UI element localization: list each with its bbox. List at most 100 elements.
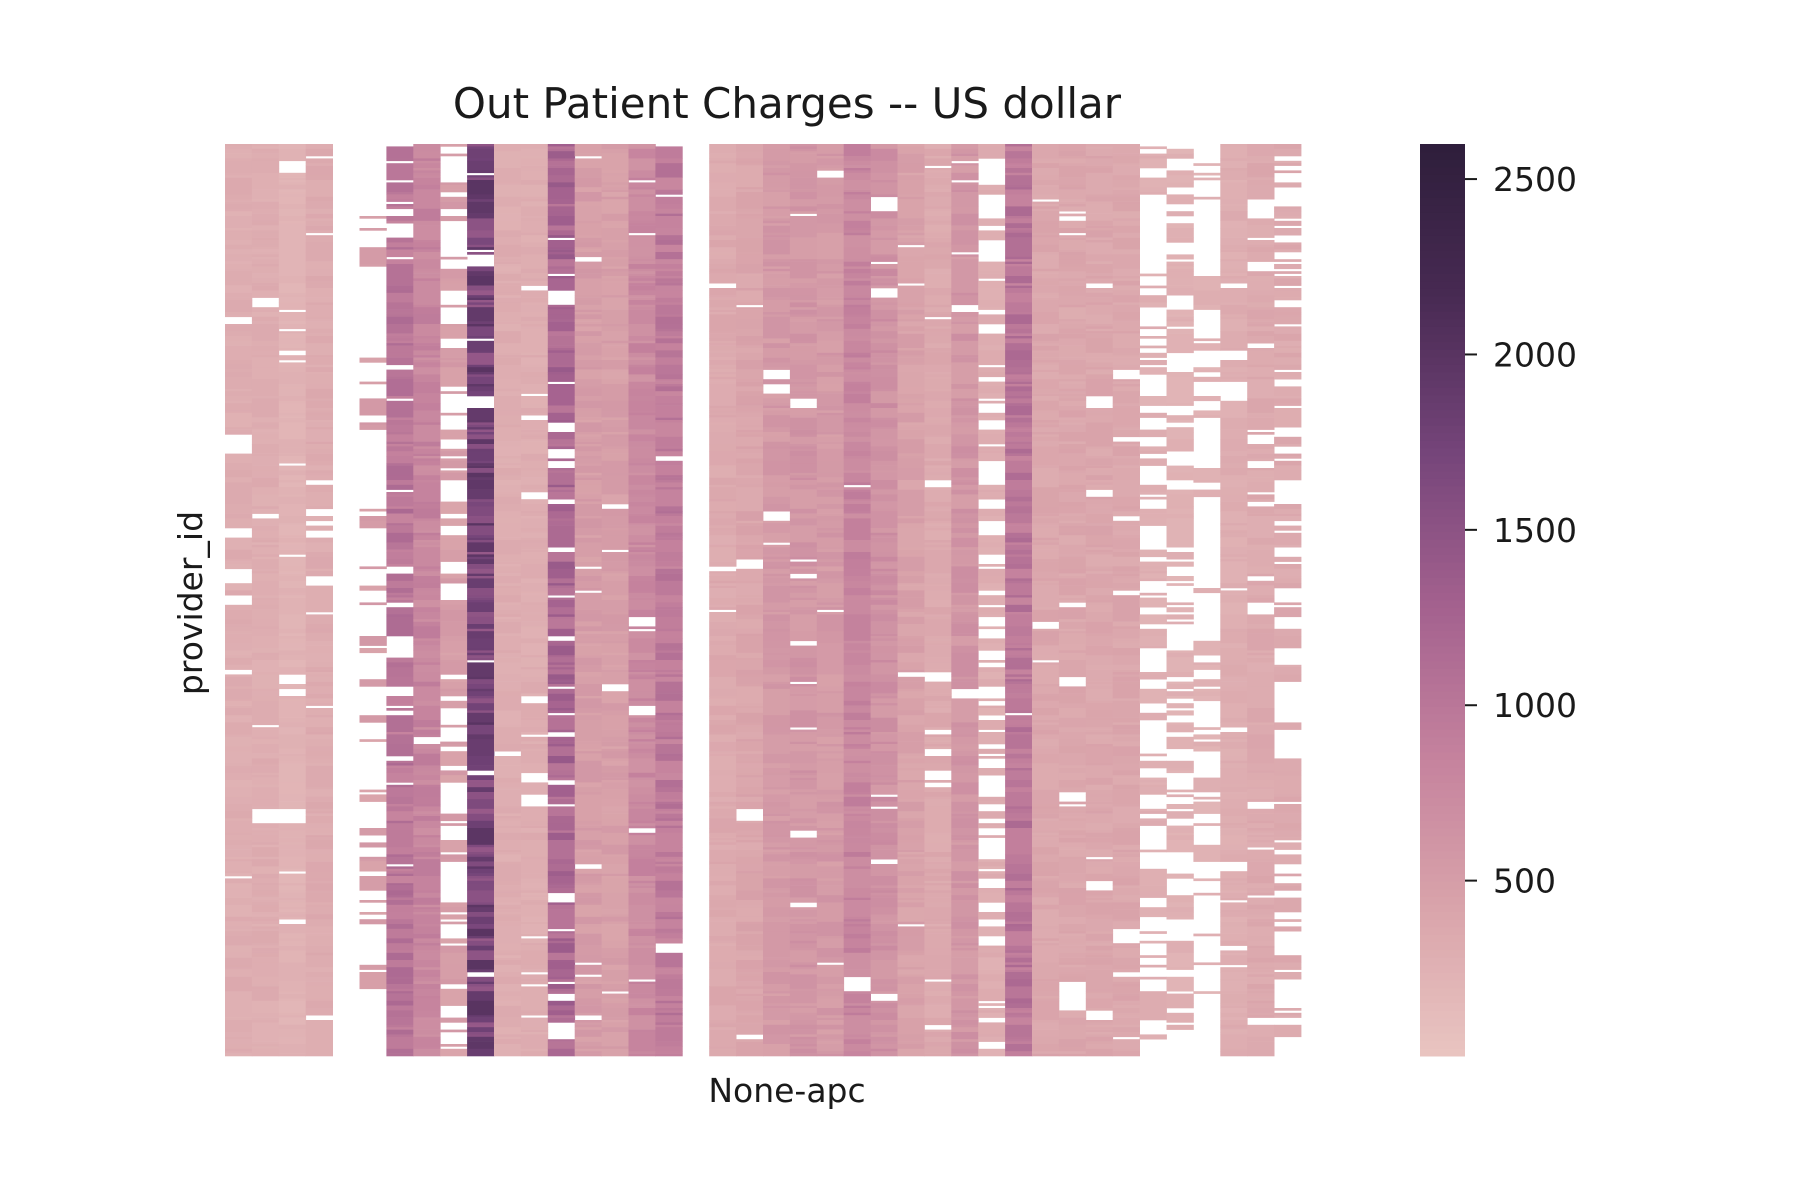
heatmap-cell [628,216,656,222]
heatmap-cell [628,892,656,906]
heatmap-cell [951,256,979,260]
heatmap-cell [763,259,791,262]
heatmap-cell [574,561,602,565]
heatmap-cell [278,1017,307,1023]
heatmap-cell [494,283,522,286]
heatmap-column [467,144,495,1057]
heatmap-cell [951,928,979,937]
heatmap-cell [978,672,1006,680]
heatmap-cell [951,722,979,728]
heatmap-cell [1085,333,1114,339]
heatmap-cell [978,230,1006,241]
heatmap-cell [386,866,414,870]
heatmap-cell [655,540,683,553]
heatmap-cell [1005,513,1033,524]
heatmap-cell [1085,196,1114,202]
heatmap-cell [520,408,549,414]
heatmap-cell [924,619,952,637]
heatmap-cell [951,165,979,174]
heatmap-cell [1032,516,1060,519]
heatmap-cell [520,921,549,925]
heatmap-cell [494,912,522,915]
heatmap-cell [1005,727,1033,733]
heatmap-cell [924,336,952,344]
heatmap-cell [736,830,764,836]
heatmap-cell [413,362,441,366]
heatmap-cell [816,770,845,774]
heatmap-cell [978,316,1006,325]
heatmap-cell [789,775,818,778]
heatmap-cell [736,386,764,392]
heatmap-cell [763,228,791,234]
heatmap-cell [1085,667,1114,670]
heatmap-cell [225,650,253,656]
heatmap-cell [305,828,333,834]
heatmap-cell [278,496,307,505]
heatmap-cell [520,367,549,373]
heatmap-cell [1112,588,1140,591]
heatmap-cell [763,823,791,834]
heatmap-cell [1058,1017,1087,1026]
heatmap-cell [843,705,871,709]
heatmap-cell [1005,312,1033,315]
heatmap-cell [278,907,307,910]
heatmap-cell [547,336,576,346]
heatmap-cell [897,768,925,771]
heatmap-cell [924,585,952,591]
heatmap-cell [924,463,952,466]
heatmap-cell [897,1005,925,1018]
heatmap-cell [789,415,818,418]
heatmap-cell [736,240,764,253]
heatmap-cell [789,1003,818,1006]
heatmap-cell [655,952,683,968]
heatmap-cell [763,888,791,891]
heatmap-cell [574,621,602,627]
heatmap-cell [870,427,898,430]
heatmap-cell [251,168,280,174]
heatmap-cell [1085,278,1114,284]
heatmap-cell [251,540,280,543]
heatmap-cell [574,537,602,543]
heatmap-cell [924,304,952,308]
heatmap-cell [251,823,280,829]
heatmap-cell [494,808,522,814]
heatmap-cell [601,1017,629,1021]
heatmap-cell [843,232,871,236]
heatmap-cell [305,715,333,718]
heatmap-cell [843,501,871,505]
heatmap-cell [789,667,818,675]
heatmap-cell [709,1027,737,1030]
heatmap-cell [305,880,333,884]
heatmap-cell [843,864,871,867]
heatmap-cell [1112,672,1140,675]
heatmap-cell [467,1034,495,1038]
heatmap-cell [655,832,683,846]
heatmap-cell [225,391,253,397]
heatmap-cell [1005,645,1033,649]
heatmap-cell [870,832,898,841]
heatmap-cell [1112,218,1140,222]
heatmap-cell [305,986,333,999]
heatmap-cell [278,780,307,783]
heatmap-cell [520,933,549,937]
heatmap-cell [547,710,576,714]
heatmap-cell [709,607,737,610]
heatmap-cell [816,273,845,279]
heatmap-cell [1058,295,1087,306]
heatmap-cell [843,650,871,654]
heatmap-cell [951,871,979,882]
heatmap-cell [440,535,468,538]
heatmap-cell [278,900,307,903]
heatmap-cell [520,384,549,394]
heatmap-cell [843,1036,871,1040]
heatmap-cell [386,883,414,886]
heatmap-cell [870,765,898,776]
heatmap-cell [978,732,1006,745]
heatmap-cell [413,343,441,346]
heatmap-cell [951,333,979,342]
heatmap-cell [601,813,629,819]
heatmap-cell [951,554,979,565]
heatmap-cell [547,439,576,445]
heatmap-cell [816,288,845,298]
heatmap-cell [225,945,253,954]
